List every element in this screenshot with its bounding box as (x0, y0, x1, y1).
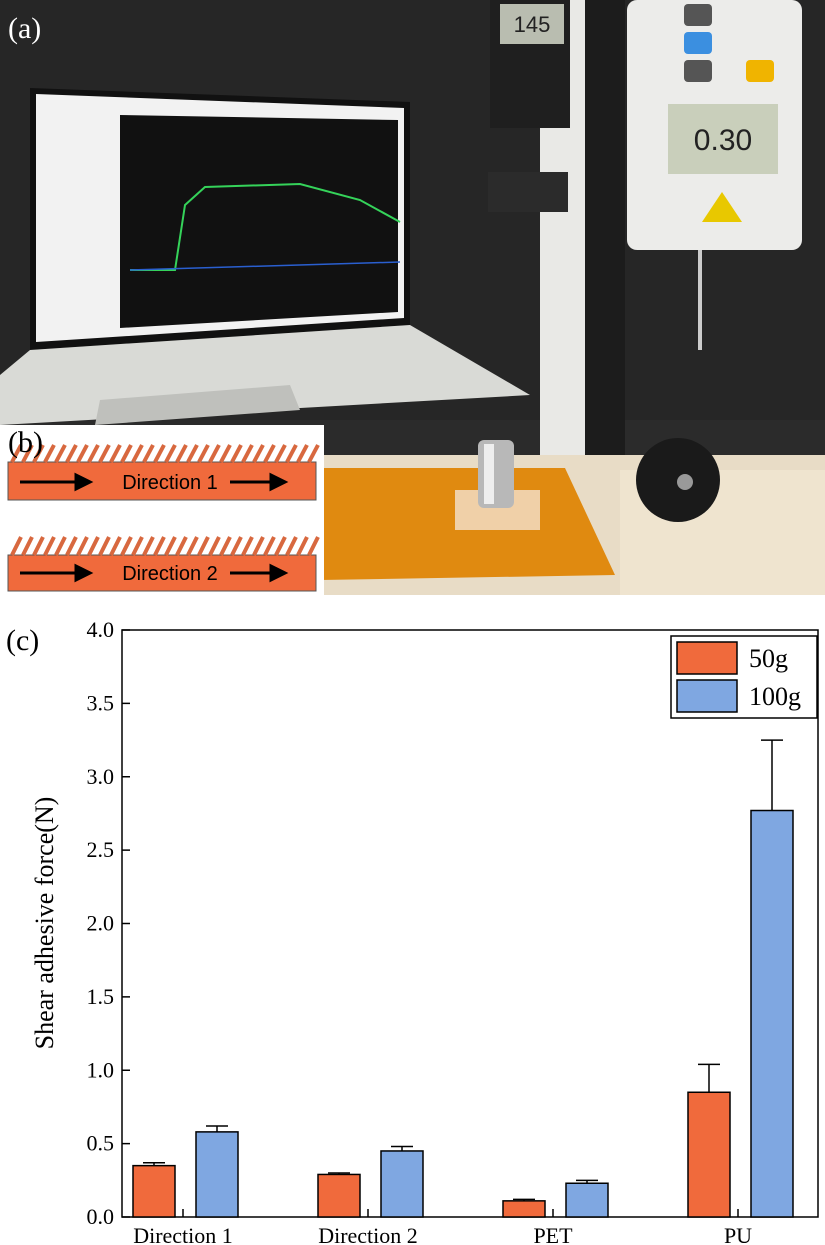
bar (195, 1131, 239, 1218)
y-tick-label: 3.0 (87, 764, 115, 789)
x-tick-label: Direction 2 (318, 1223, 418, 1245)
bar (687, 1091, 731, 1218)
panel-label: (c) (6, 624, 39, 657)
readout: 145 (514, 12, 551, 37)
panel-label: (b) (8, 426, 43, 459)
y-tick-label: 2.5 (87, 837, 115, 862)
bar (750, 809, 794, 1218)
y-axis-label: Shear adhesive force(N) (30, 797, 59, 1050)
photo: 145 0.30 (0, 0, 825, 595)
x-tick-label: PET (533, 1223, 573, 1245)
bar (380, 1150, 424, 1218)
y-tick-label: 1.0 (87, 1057, 115, 1082)
schematic: Direction 1 Direction 2 (0, 425, 324, 595)
legend-label: 100g (749, 682, 801, 711)
y-tick-label: 0.5 (87, 1131, 115, 1156)
y-tick-label: 2.0 (87, 911, 115, 936)
legend-swatch (676, 641, 738, 675)
y-tick-label: 4.0 (87, 617, 115, 642)
readout: 0.30 (694, 124, 752, 157)
y-tick-label: 1.5 (87, 984, 115, 1009)
bar (565, 1182, 609, 1218)
x-tick-label: Direction 1 (133, 1223, 233, 1245)
chart: 0.0 0.5 1.0 1.5 2.0 2.5 3.0 3.5 4.0 Shear adhesiv… (30, 617, 819, 1245)
x-tick-label: PU (724, 1223, 752, 1245)
y-tick-label: 0.0 (87, 1204, 115, 1229)
bar (317, 1173, 361, 1218)
bar (502, 1200, 546, 1218)
y-tick-label: 3.5 (87, 690, 115, 715)
schematic-label: Direction 1 (122, 472, 218, 494)
schematic-label: Direction 2 (122, 563, 218, 585)
panel-label: (a) (8, 12, 41, 45)
legend-swatch (676, 679, 738, 713)
legend-label: 50g (749, 644, 788, 673)
bar (132, 1164, 176, 1218)
